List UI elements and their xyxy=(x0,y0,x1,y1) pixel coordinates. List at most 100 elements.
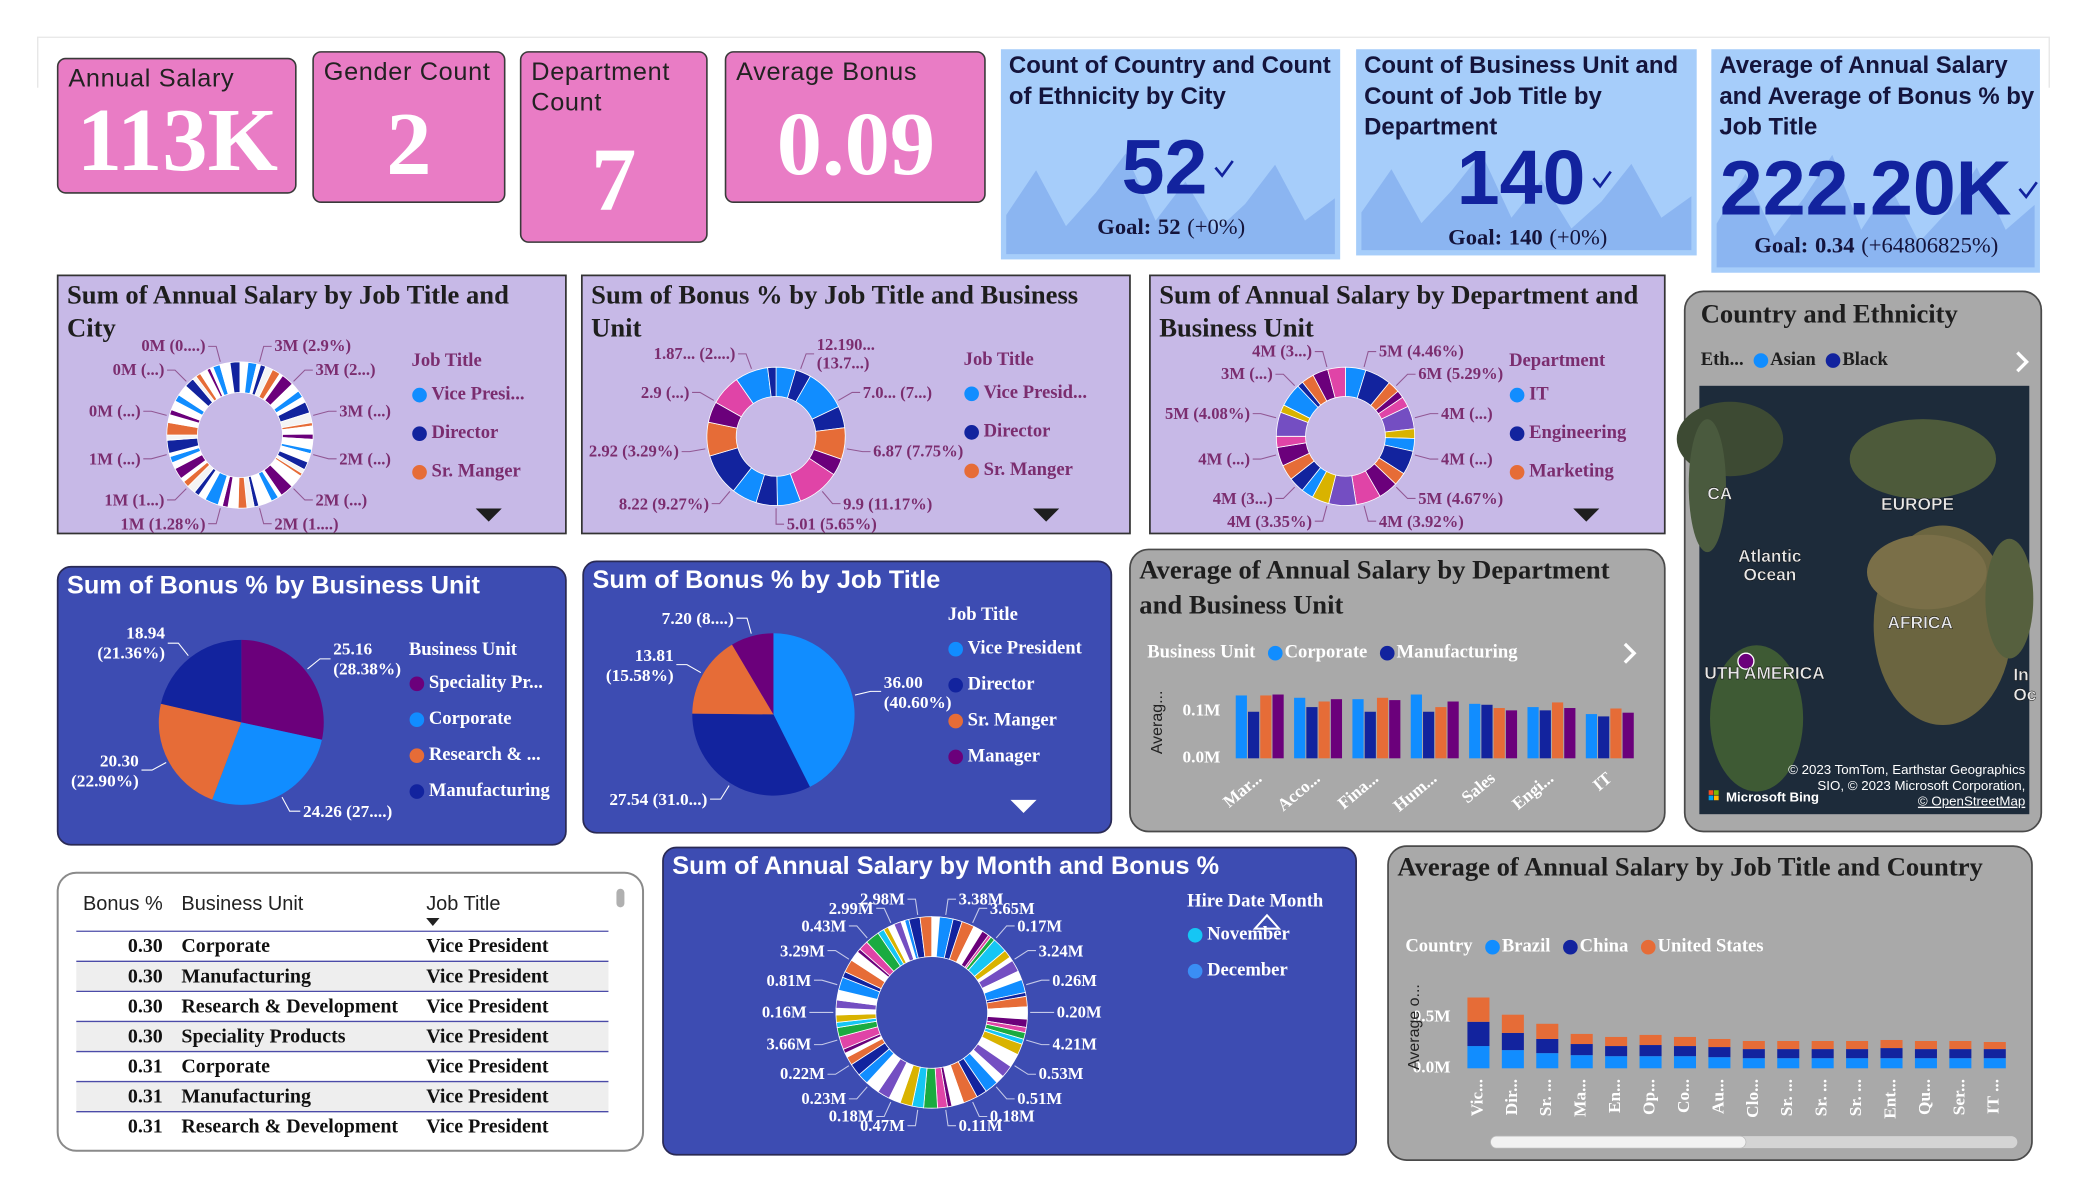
data-label-box: 0M (...) xyxy=(113,361,165,380)
table-row xyxy=(76,961,609,992)
kpi-value: 222.20K xyxy=(1720,146,2012,232)
bar xyxy=(1352,699,1364,759)
leader-line xyxy=(1252,454,1277,460)
bar xyxy=(1260,695,1272,759)
legend-title: Department xyxy=(1509,350,1606,371)
data-label-box: 3.65M xyxy=(990,899,1035,918)
leader-line xyxy=(800,353,815,370)
bar-segment xyxy=(1673,1056,1696,1069)
leader-line xyxy=(1395,373,1416,386)
map-landmass xyxy=(1688,419,1726,553)
leader-line xyxy=(711,491,731,505)
data-label-box: 4M (...) xyxy=(1440,449,1493,469)
data-label-box: 5.01 (5.65%) xyxy=(787,515,877,534)
data-label-box: 0.18M xyxy=(829,1107,874,1126)
data-label: 0M (...) xyxy=(88,401,141,421)
legend-marker xyxy=(1509,426,1525,442)
data-label-box: 0.16M xyxy=(762,1003,807,1022)
card-value: 7 xyxy=(591,129,636,230)
leader-line xyxy=(813,979,838,986)
legend-marker xyxy=(964,463,979,479)
bar-segment xyxy=(1639,1056,1662,1069)
kpi-goal: Goal: 140 (+0%) xyxy=(1448,225,1607,250)
leader-line xyxy=(313,454,337,460)
data-label: 4M (3...) xyxy=(1212,489,1273,508)
y-axis-title: Averag... xyxy=(1149,691,1166,755)
pie-slice xyxy=(160,639,242,723)
leader-line xyxy=(208,345,221,362)
data-label-box: 0.23M xyxy=(801,1090,846,1109)
x-tick-label: Sr. ... xyxy=(1846,1079,1865,1116)
chart-title-box: Sum of Bonus % by Job Title and Business… xyxy=(591,281,1078,344)
kpi-value: 140 xyxy=(1457,135,1586,221)
data-label-box: 8.22 (9.27%) xyxy=(619,494,709,513)
table-row xyxy=(76,1111,609,1142)
leader-line xyxy=(827,950,850,960)
donut-ring-segment xyxy=(919,916,933,958)
pie-slice xyxy=(732,633,774,715)
data-label: 0.18M xyxy=(989,1107,1035,1126)
table-cell: Vice President xyxy=(426,1025,549,1047)
data-label-box: 2M (...) xyxy=(339,449,391,469)
bar-segment xyxy=(1914,1049,1937,1059)
legend-label: China xyxy=(1580,935,1629,956)
table-header: Job Title xyxy=(426,893,500,915)
data-label: 4M (...) xyxy=(1440,449,1493,469)
x-tick-label: Ma... xyxy=(1571,1079,1590,1117)
table-cell: Speciality Products xyxy=(181,1025,345,1047)
card-value: 113K xyxy=(77,89,278,190)
bar-segment xyxy=(1501,1050,1524,1069)
leader-line xyxy=(208,508,221,525)
legend-title: Job Title xyxy=(412,350,482,371)
legend-marker xyxy=(412,387,427,403)
chart-title-box: Average of Annual Salary by Job Title an… xyxy=(1397,853,1982,882)
data-label-box: 0.18M xyxy=(989,1107,1035,1126)
leader-line xyxy=(293,488,313,501)
data-label: 2M (...) xyxy=(339,449,391,469)
bar-segment xyxy=(1605,1056,1628,1069)
data-label: 6.87 (7.75%) xyxy=(873,442,964,461)
leader-line xyxy=(1395,486,1416,499)
bar xyxy=(1318,701,1330,759)
map-label: UTH AMERICA xyxy=(1704,663,1825,683)
donut-ring-segment xyxy=(767,366,777,398)
bar-segment xyxy=(1811,1049,1834,1059)
bar-segment xyxy=(1811,1058,1834,1069)
card-value: 0.09 xyxy=(777,93,935,194)
bar-segment xyxy=(1914,1040,1937,1050)
legend-label: Manufacturing xyxy=(429,780,551,801)
leader-line xyxy=(1414,413,1439,419)
bar-segment xyxy=(1846,1049,1869,1059)
data-label-box: 13.81 (15.58%) xyxy=(606,645,674,685)
bar xyxy=(1389,700,1401,759)
bar-segment xyxy=(1777,1058,1800,1069)
bar xyxy=(1622,712,1634,759)
x-tick-label: Sr. ... xyxy=(1812,1079,1831,1116)
card-title-box: Gender Count xyxy=(324,59,490,87)
bar xyxy=(1610,708,1622,759)
bar-segment xyxy=(1983,1042,2006,1050)
data-label: 3M (...) xyxy=(1221,364,1273,384)
data-label: 0.53M xyxy=(1038,1064,1084,1084)
bar-segment xyxy=(1639,1034,1662,1046)
bar xyxy=(1505,710,1518,759)
leader-line xyxy=(676,664,702,674)
data-label: 3.38M xyxy=(958,889,1004,909)
leader-line xyxy=(945,898,956,916)
leader-line xyxy=(876,1101,892,1118)
bar-segment xyxy=(1949,1049,1972,1059)
bar-segment xyxy=(1673,1036,1696,1047)
table-cell: 0.30 xyxy=(128,995,163,1017)
data-label-box: 1M (...) xyxy=(89,449,141,468)
table-cell: Vice President xyxy=(426,1116,549,1138)
bar-segment xyxy=(1742,1040,1765,1050)
legend-title: Eth... xyxy=(1701,349,1744,370)
bar-segment xyxy=(1570,1033,1593,1045)
table-cell: Vice President xyxy=(426,1086,549,1108)
bar-segment xyxy=(1467,1021,1490,1047)
kpi-title-box: Count of Country and Count of Ethnicity … xyxy=(1009,52,1331,109)
chart-panel xyxy=(1387,845,2033,1161)
kpi-goal: Goal: 0.34 (+64806825%) xyxy=(1754,233,1998,258)
leader-line xyxy=(141,762,167,771)
